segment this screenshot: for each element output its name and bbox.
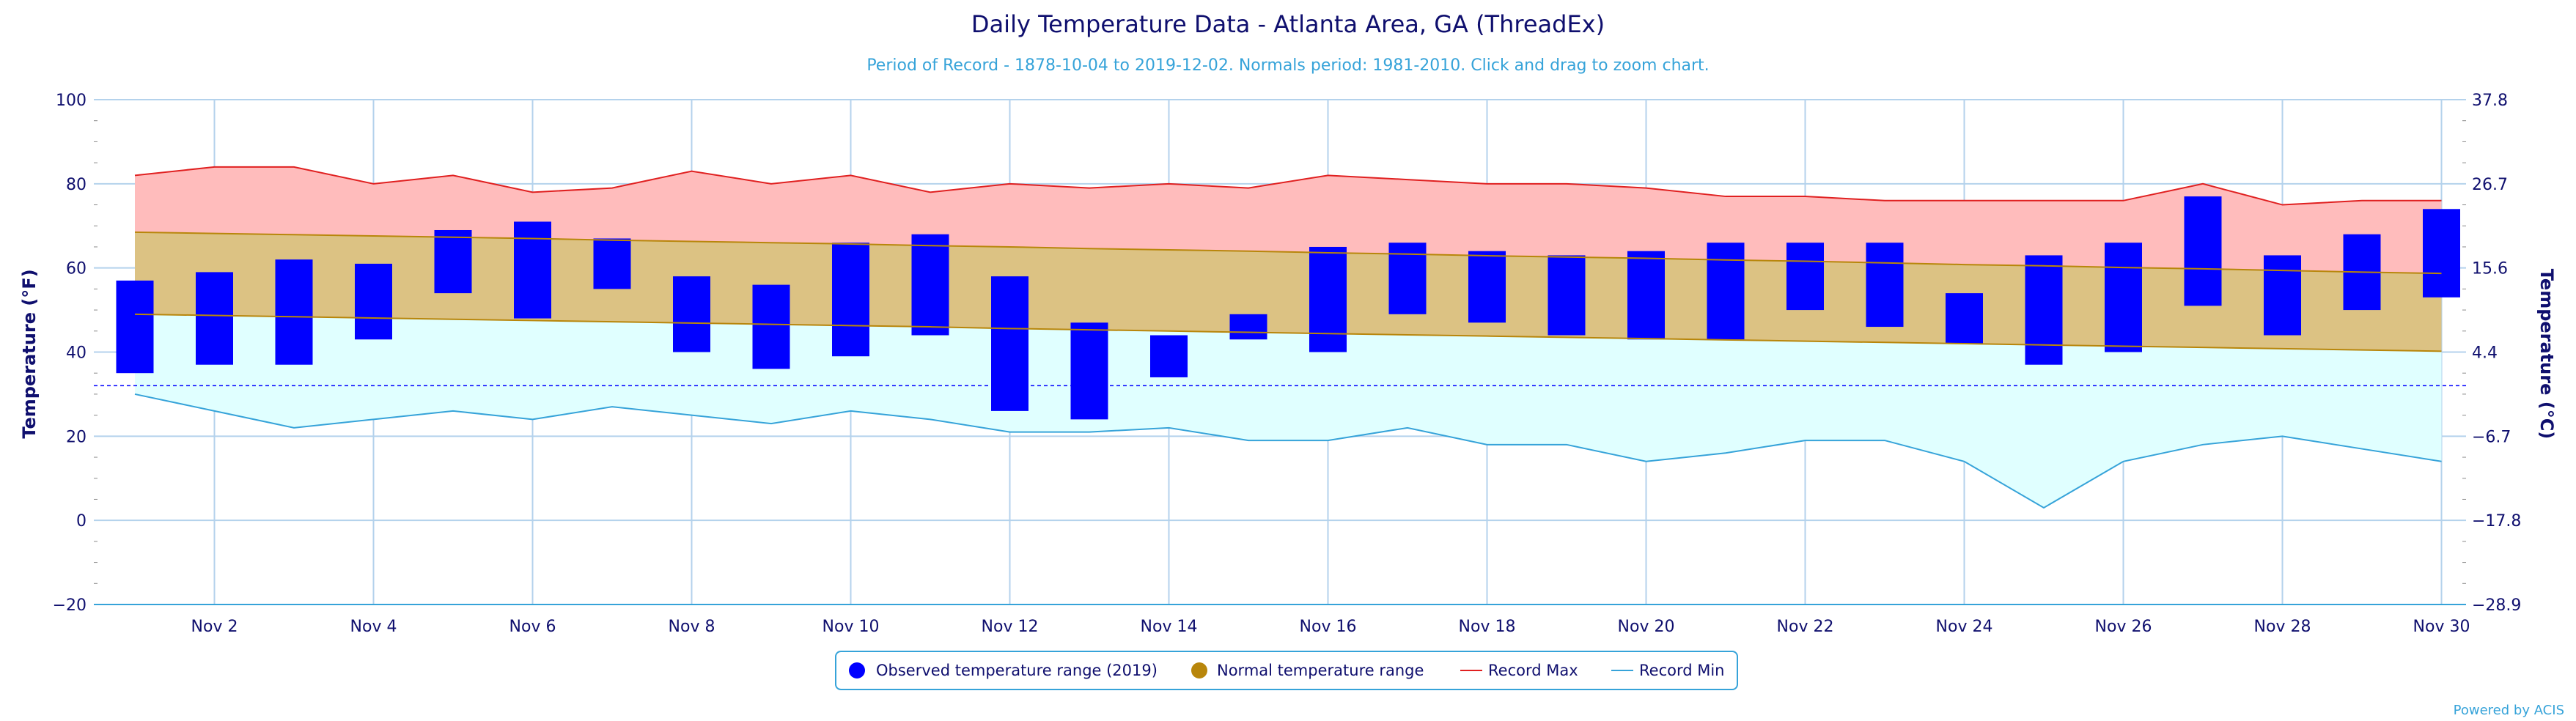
y-tick-label-right: 37.8 xyxy=(2472,92,2508,110)
observed-range-bar xyxy=(116,280,154,374)
observed-range-bar xyxy=(911,234,949,336)
y-tick-label-left: 100 xyxy=(56,92,87,110)
observed-range-bar xyxy=(275,259,313,365)
y-tick-label-left: 40 xyxy=(66,344,87,363)
observed-range-bar xyxy=(752,284,790,369)
record-max-to-normal-band xyxy=(135,166,2442,274)
observed-range-bar xyxy=(514,221,551,319)
observed-range-bar xyxy=(1707,243,1745,340)
legend-observed-marker xyxy=(849,662,865,679)
y-tick-label-left: −20 xyxy=(53,596,87,615)
observed-range-bar xyxy=(2105,243,2142,352)
x-tick-label: Nov 4 xyxy=(350,618,397,636)
observed-range-bar xyxy=(1229,314,1267,340)
observed-range-bar xyxy=(1070,322,1108,420)
x-tick-label: Nov 2 xyxy=(191,618,238,636)
normal-high-line xyxy=(134,231,2442,275)
x-tick-label: Nov 24 xyxy=(1936,618,1993,636)
observed-range-bar xyxy=(196,272,233,365)
x-tick-label: Nov 20 xyxy=(1618,618,1675,636)
x-tick-label: Nov 28 xyxy=(2254,618,2311,636)
y-tick-label-left: 20 xyxy=(66,428,87,446)
observed-range-bar xyxy=(1309,246,1347,352)
legend-item-observed[interactable]: Observed temperature range (2019) xyxy=(849,662,1158,679)
legend-item-record-min[interactable]: Record Min xyxy=(1611,662,1725,679)
x-tick-label: Nov 18 xyxy=(1459,618,1516,636)
x-tick-label: Nov 6 xyxy=(509,618,556,636)
normal-range-area xyxy=(135,232,2442,352)
record-max-area xyxy=(135,166,2442,274)
observed-range-bar xyxy=(1150,335,1188,377)
y-axis-title-right: Temperature (°C) xyxy=(2536,269,2557,440)
record-min-line xyxy=(134,393,2442,509)
record-max-line xyxy=(134,166,2442,206)
observed-range-bar xyxy=(434,229,472,294)
y-tick-label-left: 60 xyxy=(66,260,87,278)
x-tick-label: Nov 30 xyxy=(2413,618,2470,636)
x-tick-label: Nov 12 xyxy=(982,618,1039,636)
observed-range-bar xyxy=(673,276,710,352)
chart-title: Daily Temperature Data - Atlanta Area, G… xyxy=(971,10,1605,38)
y-axis-title-left: Temperature (°F) xyxy=(19,269,40,438)
observed-bars xyxy=(116,196,2460,420)
x-tick-label: Nov 10 xyxy=(823,618,880,636)
observed-range-bar xyxy=(1627,251,1665,340)
legend-box xyxy=(835,651,1738,690)
observed-range-bar xyxy=(593,238,631,289)
observed-range-bar xyxy=(1468,251,1506,323)
y-tick-label-right: −6.7 xyxy=(2472,428,2511,446)
y-tick-label-left: 0 xyxy=(76,512,87,530)
observed-range-bar xyxy=(1866,243,1904,328)
observed-range-bar xyxy=(2025,255,2063,365)
x-tick-label: Nov 22 xyxy=(1777,618,1834,636)
observed-range-bar xyxy=(355,263,392,340)
record-lines xyxy=(134,166,2442,509)
legend-normal-label: Normal temperature range xyxy=(1217,662,1424,679)
normal-range-band xyxy=(135,232,2442,352)
x-tick-label: Nov 26 xyxy=(2095,618,2152,636)
normal-to-record-min-band xyxy=(135,314,2442,508)
right-y-axis-ticks: −28.9 −17.8 −6.7 4.4 15.6 26.7 37.8 xyxy=(2472,92,2521,615)
y-tick-label-right: 26.7 xyxy=(2472,176,2508,194)
legend-normal-marker xyxy=(1191,662,1207,679)
chart-subtitle: Period of Record - 1878-10-04 to 2019-12… xyxy=(866,56,1709,75)
observed-range-bar xyxy=(991,276,1028,411)
observed-range-bar xyxy=(832,243,869,357)
y-tick-label-right: 15.6 xyxy=(2472,260,2508,278)
x-axis-ticks: Nov 2 Nov 4 Nov 6 Nov 8 Nov 10 Nov 12 Nov 14 No… xyxy=(191,618,2470,636)
legend: Observed temperature range (2019) Normal… xyxy=(835,651,1738,690)
observed-range-bar xyxy=(2184,196,2222,306)
record-min-area xyxy=(135,314,2442,508)
legend-record-max-label: Record Max xyxy=(1488,662,1578,679)
legend-item-normal[interactable]: Normal temperature range xyxy=(1191,662,1424,679)
observed-range-bar xyxy=(1946,293,1983,344)
observed-range-bar xyxy=(2423,209,2460,297)
legend-observed-label: Observed temperature range (2019) xyxy=(876,662,1158,679)
y-tick-label-right: −28.9 xyxy=(2472,596,2521,615)
powered-by-credit[interactable]: Powered by ACIS xyxy=(2454,703,2564,718)
x-tick-label: Nov 16 xyxy=(1300,618,1357,636)
x-tick-label: Nov 8 xyxy=(669,618,715,636)
observed-range-bar xyxy=(1548,255,1586,336)
y-tick-label-right: −17.8 xyxy=(2472,512,2521,530)
y-tick-label-left: 80 xyxy=(66,176,87,194)
left-y-axis-ticks: −20 0 20 40 60 80 100 xyxy=(53,92,87,615)
normal-low-line xyxy=(134,313,2442,352)
legend-record-min-label: Record Min xyxy=(1639,662,1725,679)
observed-range-bar xyxy=(2264,255,2301,336)
observed-range-bar xyxy=(1786,243,1824,311)
legend-item-record-max[interactable]: Record Max xyxy=(1460,662,1578,679)
y-tick-label-right: 4.4 xyxy=(2472,344,2498,363)
x-tick-label: Nov 14 xyxy=(1141,618,1198,636)
